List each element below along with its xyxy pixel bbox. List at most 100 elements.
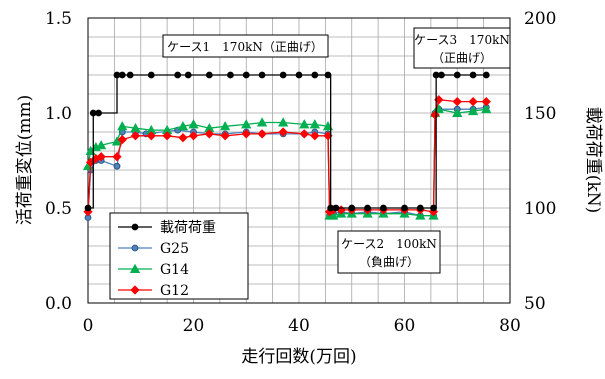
data-point	[299, 119, 310, 129]
legend-label: G14	[160, 262, 189, 278]
legend-swatch-marker	[129, 263, 141, 273]
legend-swatch-marker	[130, 285, 140, 295]
y-right-tick-label: 50	[524, 294, 546, 314]
data-point	[299, 129, 309, 139]
data-point	[257, 129, 267, 139]
annotation-case3-line2: （正曲げ）	[432, 51, 492, 65]
y-right-axis-title: 載荷荷重(kN)	[583, 107, 603, 213]
series-line	[88, 74, 487, 209]
legend-items: 載荷荷重 G25 G14 G12	[118, 220, 216, 299]
data-point	[452, 107, 463, 117]
data-point	[95, 109, 102, 117]
data-point	[113, 162, 121, 170]
x-tick-label: 20	[183, 316, 205, 336]
data-point	[278, 127, 288, 137]
y-right-tick-label: 150	[524, 104, 556, 124]
data-point	[328, 210, 339, 220]
legend-item: G14	[118, 262, 189, 278]
data-point	[146, 131, 156, 141]
y-left-axis-title: 活荷重変位(mm)	[15, 95, 35, 226]
data-point	[204, 129, 214, 139]
data-point	[379, 204, 387, 212]
annotation-case3: ケース3 170kN （正曲げ）	[413, 27, 511, 69]
data-point	[295, 71, 303, 79]
y-left-tick-label: 1.0	[45, 104, 72, 124]
annotation-case2-line1: ケース2 100kN	[341, 237, 437, 251]
data-point	[188, 119, 199, 129]
data-point	[348, 204, 356, 212]
data-point	[310, 131, 320, 141]
data-point	[467, 105, 479, 116]
data-point	[117, 121, 128, 131]
data-point	[205, 71, 213, 79]
legend-label: G12	[160, 283, 189, 299]
annotation-case2: ケース2 100kN （負曲げ）	[337, 230, 441, 274]
data-point	[258, 71, 266, 79]
x-axis-title: 走行回数(万回)	[241, 347, 356, 367]
data-point	[452, 96, 462, 107]
x-tick-label: 60	[394, 316, 416, 336]
data-point	[468, 96, 478, 107]
data-point	[174, 71, 182, 79]
legend: 載荷荷重 G25 G14 G12	[109, 212, 249, 300]
data-point	[112, 152, 122, 162]
legend-swatch-marker	[131, 244, 139, 252]
data-point	[416, 204, 424, 212]
tick-labels: 0 20 40 60 80 0.0 0.5 1.0 1.5 50 100 150 200	[45, 9, 557, 336]
data-point	[241, 119, 252, 129]
annotation-case3-line1: ケース3 170kN	[414, 33, 510, 47]
data-point	[147, 71, 155, 79]
data-point	[481, 96, 491, 107]
legend-label: 載荷荷重	[160, 220, 216, 236]
legend-item: G12	[118, 283, 189, 299]
data-point	[401, 204, 408, 212]
series-line	[87, 106, 487, 218]
data-point	[469, 71, 477, 79]
data-point	[117, 134, 127, 145]
x-tick-label: 80	[499, 316, 521, 336]
legend-item: G25	[118, 241, 189, 257]
data-point	[162, 131, 172, 141]
legend-label: G25	[160, 241, 189, 257]
x-tick-label: 0	[83, 316, 94, 336]
annotation-case1-box	[162, 34, 329, 58]
data-point	[324, 71, 332, 79]
annotation-case1-text: ケース1 170kN（正曲げ）	[167, 40, 323, 54]
data-point	[242, 71, 250, 79]
legend-item: 載荷荷重	[118, 220, 216, 236]
data-point	[279, 71, 287, 79]
y-left-tick-label: 0.0	[45, 294, 72, 314]
data-point	[256, 117, 268, 127]
data-point	[453, 71, 461, 79]
annotation-case2-line2: （負曲げ）	[359, 255, 419, 269]
data-point	[227, 71, 234, 79]
data-point	[430, 204, 437, 212]
series-G12	[83, 95, 491, 217]
legend-swatch-marker	[131, 223, 139, 231]
data-point	[177, 121, 189, 131]
annotation-case3-box	[413, 27, 511, 69]
data-point	[130, 131, 141, 141]
data-point	[118, 71, 126, 79]
data-point	[278, 117, 289, 127]
series-G14	[82, 103, 492, 220]
x-tick-label: 40	[288, 316, 310, 336]
series-layer	[82, 71, 492, 221]
data-point	[364, 204, 371, 212]
data-point	[84, 204, 92, 212]
data-point	[220, 131, 230, 141]
data-point	[96, 140, 107, 150]
data-point	[332, 204, 340, 212]
y-right-tick-label: 200	[524, 9, 556, 29]
data-point	[415, 210, 426, 220]
data-point	[96, 152, 106, 162]
series-載荷荷重	[84, 71, 490, 212]
y-left-tick-label: 1.5	[45, 9, 72, 29]
series-line	[87, 98, 487, 213]
annotation-case1: ケース1 170kN（正曲げ）	[162, 34, 329, 58]
data-point	[309, 119, 320, 129]
data-point	[188, 131, 199, 141]
data-point	[241, 129, 251, 139]
